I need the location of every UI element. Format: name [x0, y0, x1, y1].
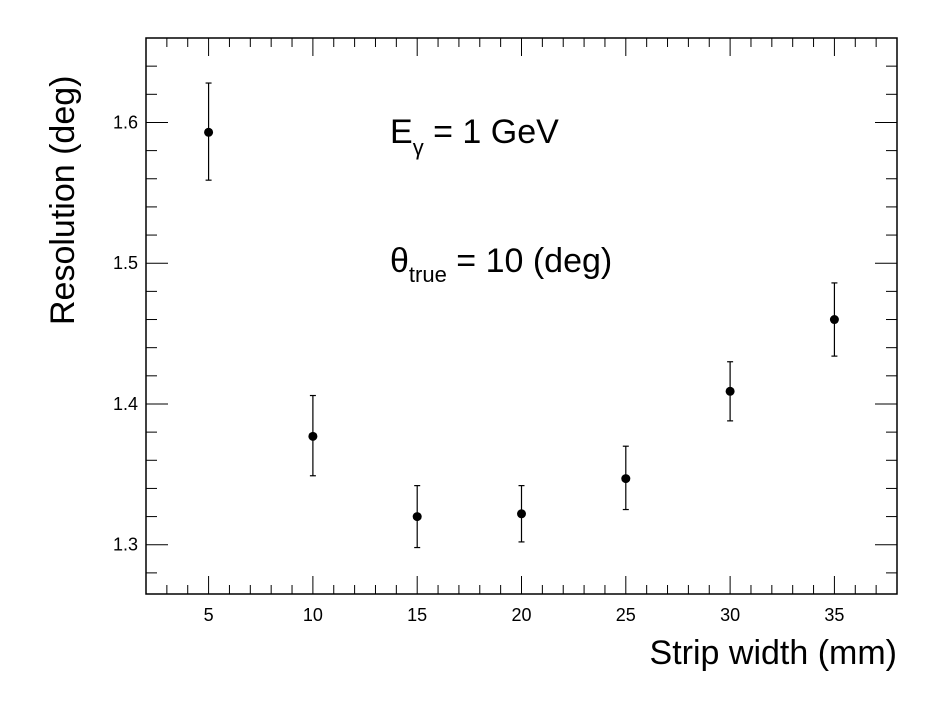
y-axis-title: Resolution (deg): [44, 76, 82, 325]
x-tick-label: 20: [511, 605, 531, 625]
y-tick-label: 1.3: [113, 535, 138, 555]
y-tick-labels: 1.3 1.4 1.5 1.6: [113, 112, 138, 554]
annotation-angle-rest: = 10 (deg): [447, 242, 612, 280]
data-point: [204, 127, 214, 137]
data-series: [204, 82, 839, 549]
data-point: [412, 512, 422, 522]
x-tick-label: 10: [303, 605, 323, 625]
y-tick-label: 1.5: [113, 253, 138, 273]
data-point: [308, 431, 318, 441]
annotation-energy-sub: γ: [413, 135, 424, 160]
annotation-energy: Eγ = 1 GeV: [390, 113, 559, 160]
data-point: [517, 509, 526, 519]
annotation-energy-rest: = 1 GeV: [424, 113, 559, 151]
annotation-angle-main: θ: [390, 242, 409, 280]
x-tick-label: 30: [720, 605, 740, 625]
y-tick-label: 1.6: [113, 112, 138, 132]
data-point: [725, 386, 735, 396]
annotation-energy-main: E: [390, 113, 413, 151]
annotation-angle-sub: true: [409, 262, 447, 287]
data-point: [829, 315, 839, 325]
x-tick-label: 15: [407, 605, 427, 625]
y-tick-label: 1.4: [113, 394, 138, 414]
x-axis-title: Strip width (mm): [650, 634, 897, 672]
x-tick-label: 25: [616, 605, 636, 625]
annotation-angle: θtrue = 10 (deg): [390, 242, 612, 287]
x-tick-label: 5: [204, 605, 214, 625]
axis-ticks: [145, 37, 898, 594]
data-point: [621, 474, 631, 484]
x-tick-labels: 5 10 15 20 25 30 35: [204, 605, 845, 625]
x-tick-label: 35: [824, 605, 844, 625]
